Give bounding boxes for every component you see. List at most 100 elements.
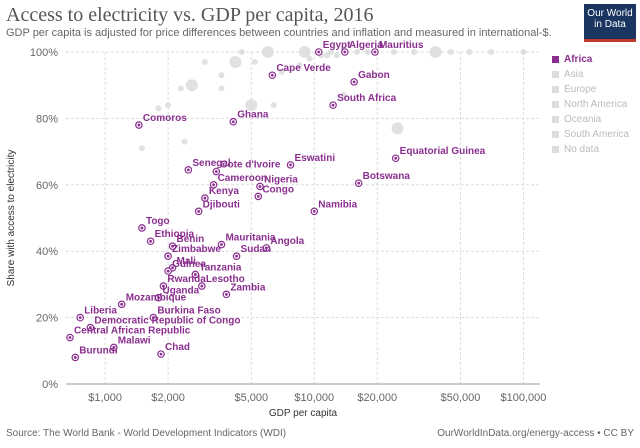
legend-item[interactable]: Europe	[552, 82, 629, 97]
other-country-point[interactable]	[278, 68, 285, 75]
africa-point-center	[373, 50, 377, 54]
legend-item[interactable]: North America	[552, 97, 629, 112]
other-country-point[interactable]	[447, 49, 454, 55]
africa-point-label: Chad	[165, 342, 190, 353]
legend-item[interactable]: Africa	[552, 52, 629, 67]
other-country-point[interactable]	[333, 52, 340, 59]
other-country-point[interactable]	[466, 49, 473, 55]
other-country-point[interactable]	[390, 49, 397, 55]
africa-point-center	[159, 352, 163, 356]
other-country-point[interactable]	[323, 52, 330, 59]
y-tick-label: 100%	[30, 47, 58, 59]
other-country-point[interactable]	[181, 138, 188, 145]
africa-point-label: Gabon	[358, 70, 390, 81]
other-country-point[interactable]	[218, 72, 225, 79]
africa-point-label: Burkina Faso	[157, 306, 220, 317]
africa-point-label: Benin	[177, 234, 205, 245]
other-country-point[interactable]	[185, 79, 198, 92]
legend-swatch	[552, 71, 559, 78]
x-tick-label: $2,000	[151, 392, 185, 404]
africa-point-center	[224, 292, 228, 296]
y-tick-label: 20%	[36, 313, 58, 325]
other-country-point[interactable]	[298, 46, 311, 58]
y-tick-label: 80%	[36, 113, 58, 125]
africa-point-center	[203, 196, 207, 200]
other-country-point[interactable]	[340, 92, 347, 99]
africa-point-label: Cameroon	[218, 173, 267, 184]
other-country-point[interactable]	[520, 49, 527, 55]
africa-point-center	[171, 244, 174, 248]
owid-logo[interactable]: Our World in Data	[584, 4, 636, 42]
africa-point-center	[166, 254, 170, 258]
other-country-point[interactable]	[238, 49, 245, 55]
africa-point-center	[151, 316, 155, 319]
other-country-point[interactable]	[138, 145, 145, 152]
other-country-point[interactable]	[177, 85, 184, 92]
africa-point-label: Senegal	[192, 158, 231, 169]
legend-swatch	[552, 116, 559, 123]
y-tick-label: 40%	[36, 246, 58, 258]
credit-link[interactable]: OurWorldInData.org/energy-access • CC BY	[437, 428, 634, 439]
other-country-point[interactable]	[411, 49, 418, 55]
africa-point-label: Sudan	[241, 244, 272, 255]
africa-point-center	[352, 80, 356, 84]
africa-point-center	[88, 326, 92, 329]
africa-point-center	[343, 50, 347, 54]
other-country-point[interactable]	[296, 62, 303, 69]
africa-point-label: Guinea	[172, 259, 206, 270]
africa-point-center	[186, 168, 190, 172]
africa-point-label: Djibouti	[203, 199, 240, 210]
x-tick-label: $1,000	[88, 392, 122, 404]
legend-swatch	[552, 101, 559, 108]
other-country-point[interactable]	[391, 122, 404, 135]
africa-point-center	[331, 103, 335, 107]
legend-item[interactable]: South America	[552, 127, 629, 142]
africa-point-center	[162, 284, 165, 288]
source-note[interactable]: Source: The World Bank - World Developme…	[6, 428, 287, 439]
africa-point-center	[212, 183, 215, 187]
africa-point-center	[357, 181, 361, 185]
africa-point-label: Uganda	[163, 286, 200, 297]
x-axis-title: GDP per capita	[269, 408, 338, 419]
other-country-point[interactable]	[364, 49, 371, 55]
other-country-point[interactable]	[270, 102, 277, 109]
africa-point-label: Mauritius	[379, 40, 424, 51]
y-tick-label: 0%	[42, 379, 58, 391]
other-country-point[interactable]	[429, 46, 442, 58]
logo-line-2: in Data	[594, 19, 626, 30]
africa-point-label: Mali	[177, 256, 197, 267]
africa-point-center	[149, 239, 153, 243]
other-country-point[interactable]	[251, 58, 258, 65]
africa-point-label: Ethiopia	[155, 229, 195, 240]
africa-point-label: Congo	[262, 184, 294, 195]
africa-point-label: Rwanda	[167, 274, 206, 285]
legend-swatch	[552, 146, 559, 153]
africa-point-label: Kenya	[209, 186, 239, 197]
other-country-point[interactable]	[306, 55, 313, 62]
africa-point-center	[112, 346, 116, 349]
africa-point-center	[78, 316, 82, 319]
other-country-point[interactable]	[353, 49, 360, 55]
legend-item[interactable]: No data	[552, 142, 629, 157]
other-country-point[interactable]	[201, 58, 208, 65]
other-country-point[interactable]	[488, 49, 495, 55]
africa-point-center	[200, 284, 204, 288]
other-country-point[interactable]	[165, 102, 172, 109]
africa-point-label: Egypt	[323, 40, 351, 51]
legend-item[interactable]: Asia	[552, 67, 629, 82]
other-country-point[interactable]	[261, 46, 274, 58]
africa-point-label: Togo	[146, 216, 170, 227]
x-tick-label: $50,000	[441, 392, 481, 404]
other-country-point[interactable]	[218, 85, 225, 92]
africa-point-center	[258, 185, 262, 188]
africa-point-center	[197, 209, 201, 213]
africa-point-center	[68, 336, 72, 339]
other-country-point[interactable]	[155, 105, 162, 112]
other-country-point[interactable]	[229, 55, 242, 68]
africa-point-label: Burundi	[79, 345, 118, 356]
africa-point-center	[235, 254, 238, 258]
africa-point-center	[231, 120, 235, 124]
other-country-point[interactable]	[245, 99, 258, 112]
legend-item[interactable]: Oceania	[552, 112, 629, 127]
legend-swatch	[552, 131, 559, 138]
